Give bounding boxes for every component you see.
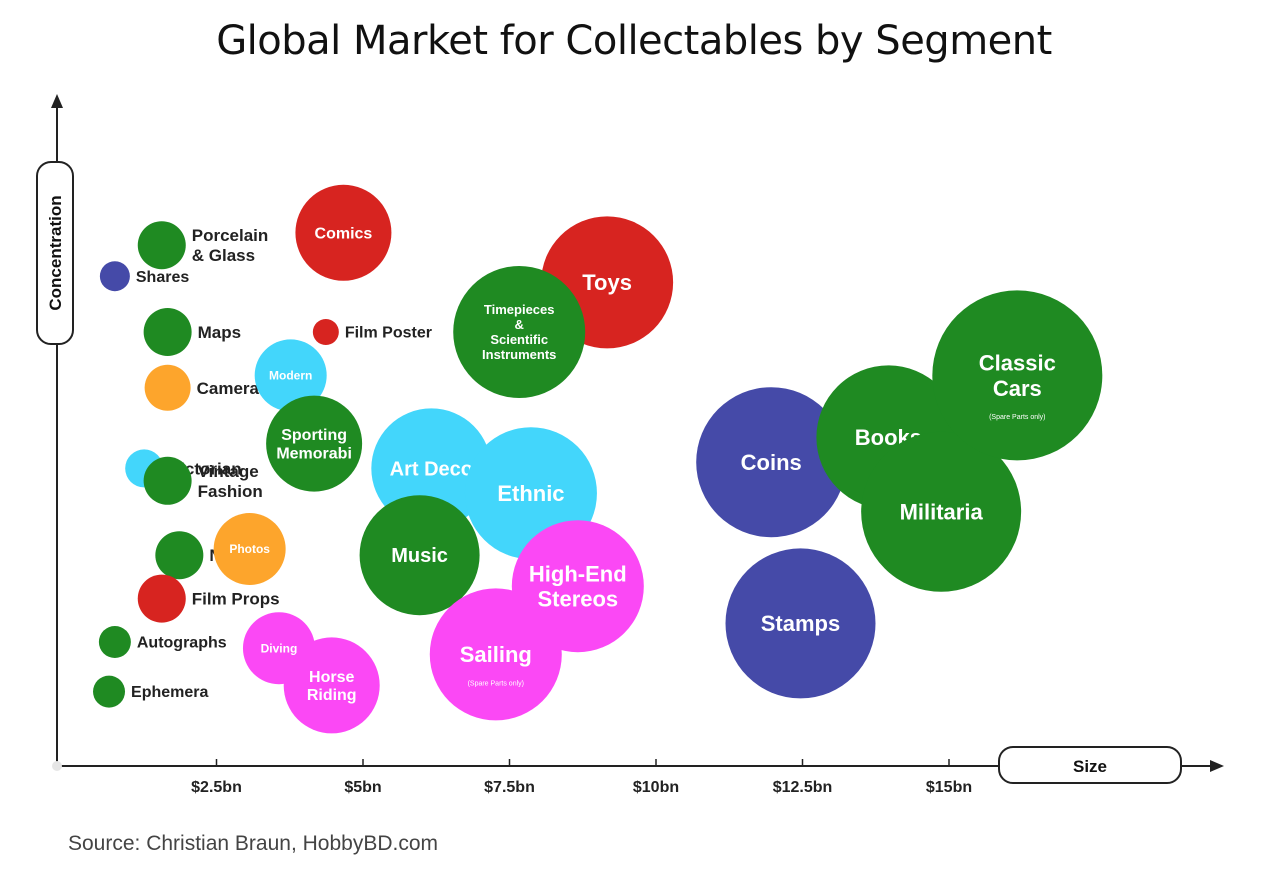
bubble-circle	[696, 387, 847, 538]
x-ticks: $2.5bn $5bn $7.5bn $10bn $12.5bn $15bn	[191, 759, 972, 796]
bubble-label: Music	[391, 545, 448, 567]
bubble-circle	[725, 548, 876, 699]
bubble-note: (Spare Parts only)	[989, 414, 1045, 421]
bubble-shares: Shares	[99, 261, 189, 292]
bubble-vintage-fashion: Vintage Fashion	[143, 456, 263, 505]
bubble-film-poster: Film Poster	[312, 319, 432, 345]
bubble-circle	[137, 574, 186, 623]
bubble-circle	[266, 395, 363, 492]
x-tick-label: $10bn	[633, 779, 679, 796]
bubble-label: Porcelain & Glass	[192, 226, 269, 265]
bubble-circle	[144, 364, 191, 411]
y-axis-label: Concentration	[46, 195, 65, 310]
y-label-box	[36, 161, 74, 345]
bubble-label: Autographs	[137, 635, 227, 652]
bubble-label: Sporting Memorabi	[276, 427, 352, 462]
x-tick-label: $5bn	[344, 779, 381, 796]
x-tick-label: $7.5bn	[484, 779, 535, 796]
bubble-label: Maps	[198, 323, 241, 342]
bubble-porcelain-glass: Porcelain & Glass	[137, 221, 269, 270]
bubble-label: Film Poster	[345, 325, 432, 342]
bubble-label: Toys	[582, 270, 632, 295]
bubble-militaria: Militaria	[861, 431, 1022, 592]
bubble-circle	[312, 319, 339, 345]
bubble-label: Militaria	[900, 500, 984, 525]
bubble-label: Classic Cars	[979, 350, 1056, 400]
source-note: Source: Christian Braun, HobbyBD.com	[68, 832, 438, 855]
axis-origin	[52, 761, 62, 771]
bubble-circle	[254, 339, 327, 412]
bubble-music: Music	[359, 495, 480, 616]
bubble-label: Diving	[261, 641, 298, 655]
bubble-label: Horse Riding	[307, 669, 357, 704]
bubble-label: Stamps	[761, 611, 840, 636]
bubbles: Porcelain & GlassSharesMapsCamerasVictori…	[93, 184, 1103, 734]
bubble-circle	[99, 261, 130, 292]
bubble-film-props: Film Props	[137, 574, 280, 623]
bubble-label: Modern	[269, 369, 312, 383]
bubble-maps: Maps	[143, 308, 241, 356]
bubble-circle	[861, 431, 1022, 592]
bubble-ephemera: Ephemera	[93, 675, 208, 708]
chart-title: Global Market for Collectables by Segmen…	[216, 18, 1052, 64]
bubble-circle	[143, 308, 192, 356]
bubble-circle	[429, 588, 562, 721]
bubble-circle	[453, 266, 586, 398]
bubble-label: Photos	[229, 542, 270, 556]
bubble-autographs: Autographs	[98, 626, 227, 658]
bubble-comics: Comics	[295, 184, 392, 281]
bubble-coins: Coins	[696, 387, 847, 538]
bubble-stamps: Stamps	[725, 548, 876, 699]
x-axis-label: Size	[1073, 757, 1107, 776]
bubble-circle	[359, 495, 480, 616]
bubble-label: Film Props	[192, 590, 280, 609]
x-tick-label: $2.5bn	[191, 779, 242, 796]
bubble-photos: Photos	[213, 513, 286, 585]
y-axis-arrow	[51, 94, 63, 108]
bubble-circle	[155, 531, 204, 580]
bubble-sailing: Sailing (Spare Parts only)	[429, 588, 562, 721]
bubble-label: Sailing	[460, 642, 532, 667]
bubble-cameras: Cameras	[144, 364, 269, 411]
bubble-label: Vintage Fashion	[198, 462, 263, 501]
bubble-horse-riding: Horse Riding	[283, 637, 380, 734]
bubble-label: Art Deco	[390, 458, 473, 480]
x-label-box	[998, 746, 1182, 784]
bubble-circle	[143, 456, 192, 505]
bubble-circle	[98, 626, 131, 658]
bubble-circle	[93, 675, 126, 708]
bubble-classic-cars: Classic Cars (Spare Parts only)	[932, 290, 1103, 461]
bubble-label: High-End Stereos	[529, 561, 627, 611]
bubble-label: Coins	[741, 450, 802, 475]
bubble-label: Shares	[136, 269, 189, 286]
bubble-label: Comics	[315, 225, 373, 242]
bubble-sporting-memorabilia: Sporting Memorabi	[266, 395, 363, 492]
bubble-label: Timepieces & Scientific Instruments	[482, 302, 556, 362]
bubble-label: Ephemera	[131, 684, 208, 701]
bubble-timepieces-scientific-instruments: Timepieces & Scientific Instruments	[453, 266, 586, 398]
bubble-note: (Spare Parts only)	[468, 680, 524, 687]
x-axis-arrow	[1210, 760, 1224, 772]
bubble-label: Cameras	[197, 379, 269, 398]
bubble-circle	[932, 290, 1103, 461]
bubble-circle	[213, 513, 286, 585]
bubble-label: Ethnic	[497, 481, 564, 506]
bubble-circle	[295, 184, 392, 281]
x-tick-label: $15bn	[926, 779, 972, 796]
bubble-circle	[283, 637, 380, 734]
bubble-modern: Modern	[254, 339, 327, 412]
x-tick-label: $12.5bn	[773, 779, 833, 796]
bubble-circle	[137, 221, 186, 270]
